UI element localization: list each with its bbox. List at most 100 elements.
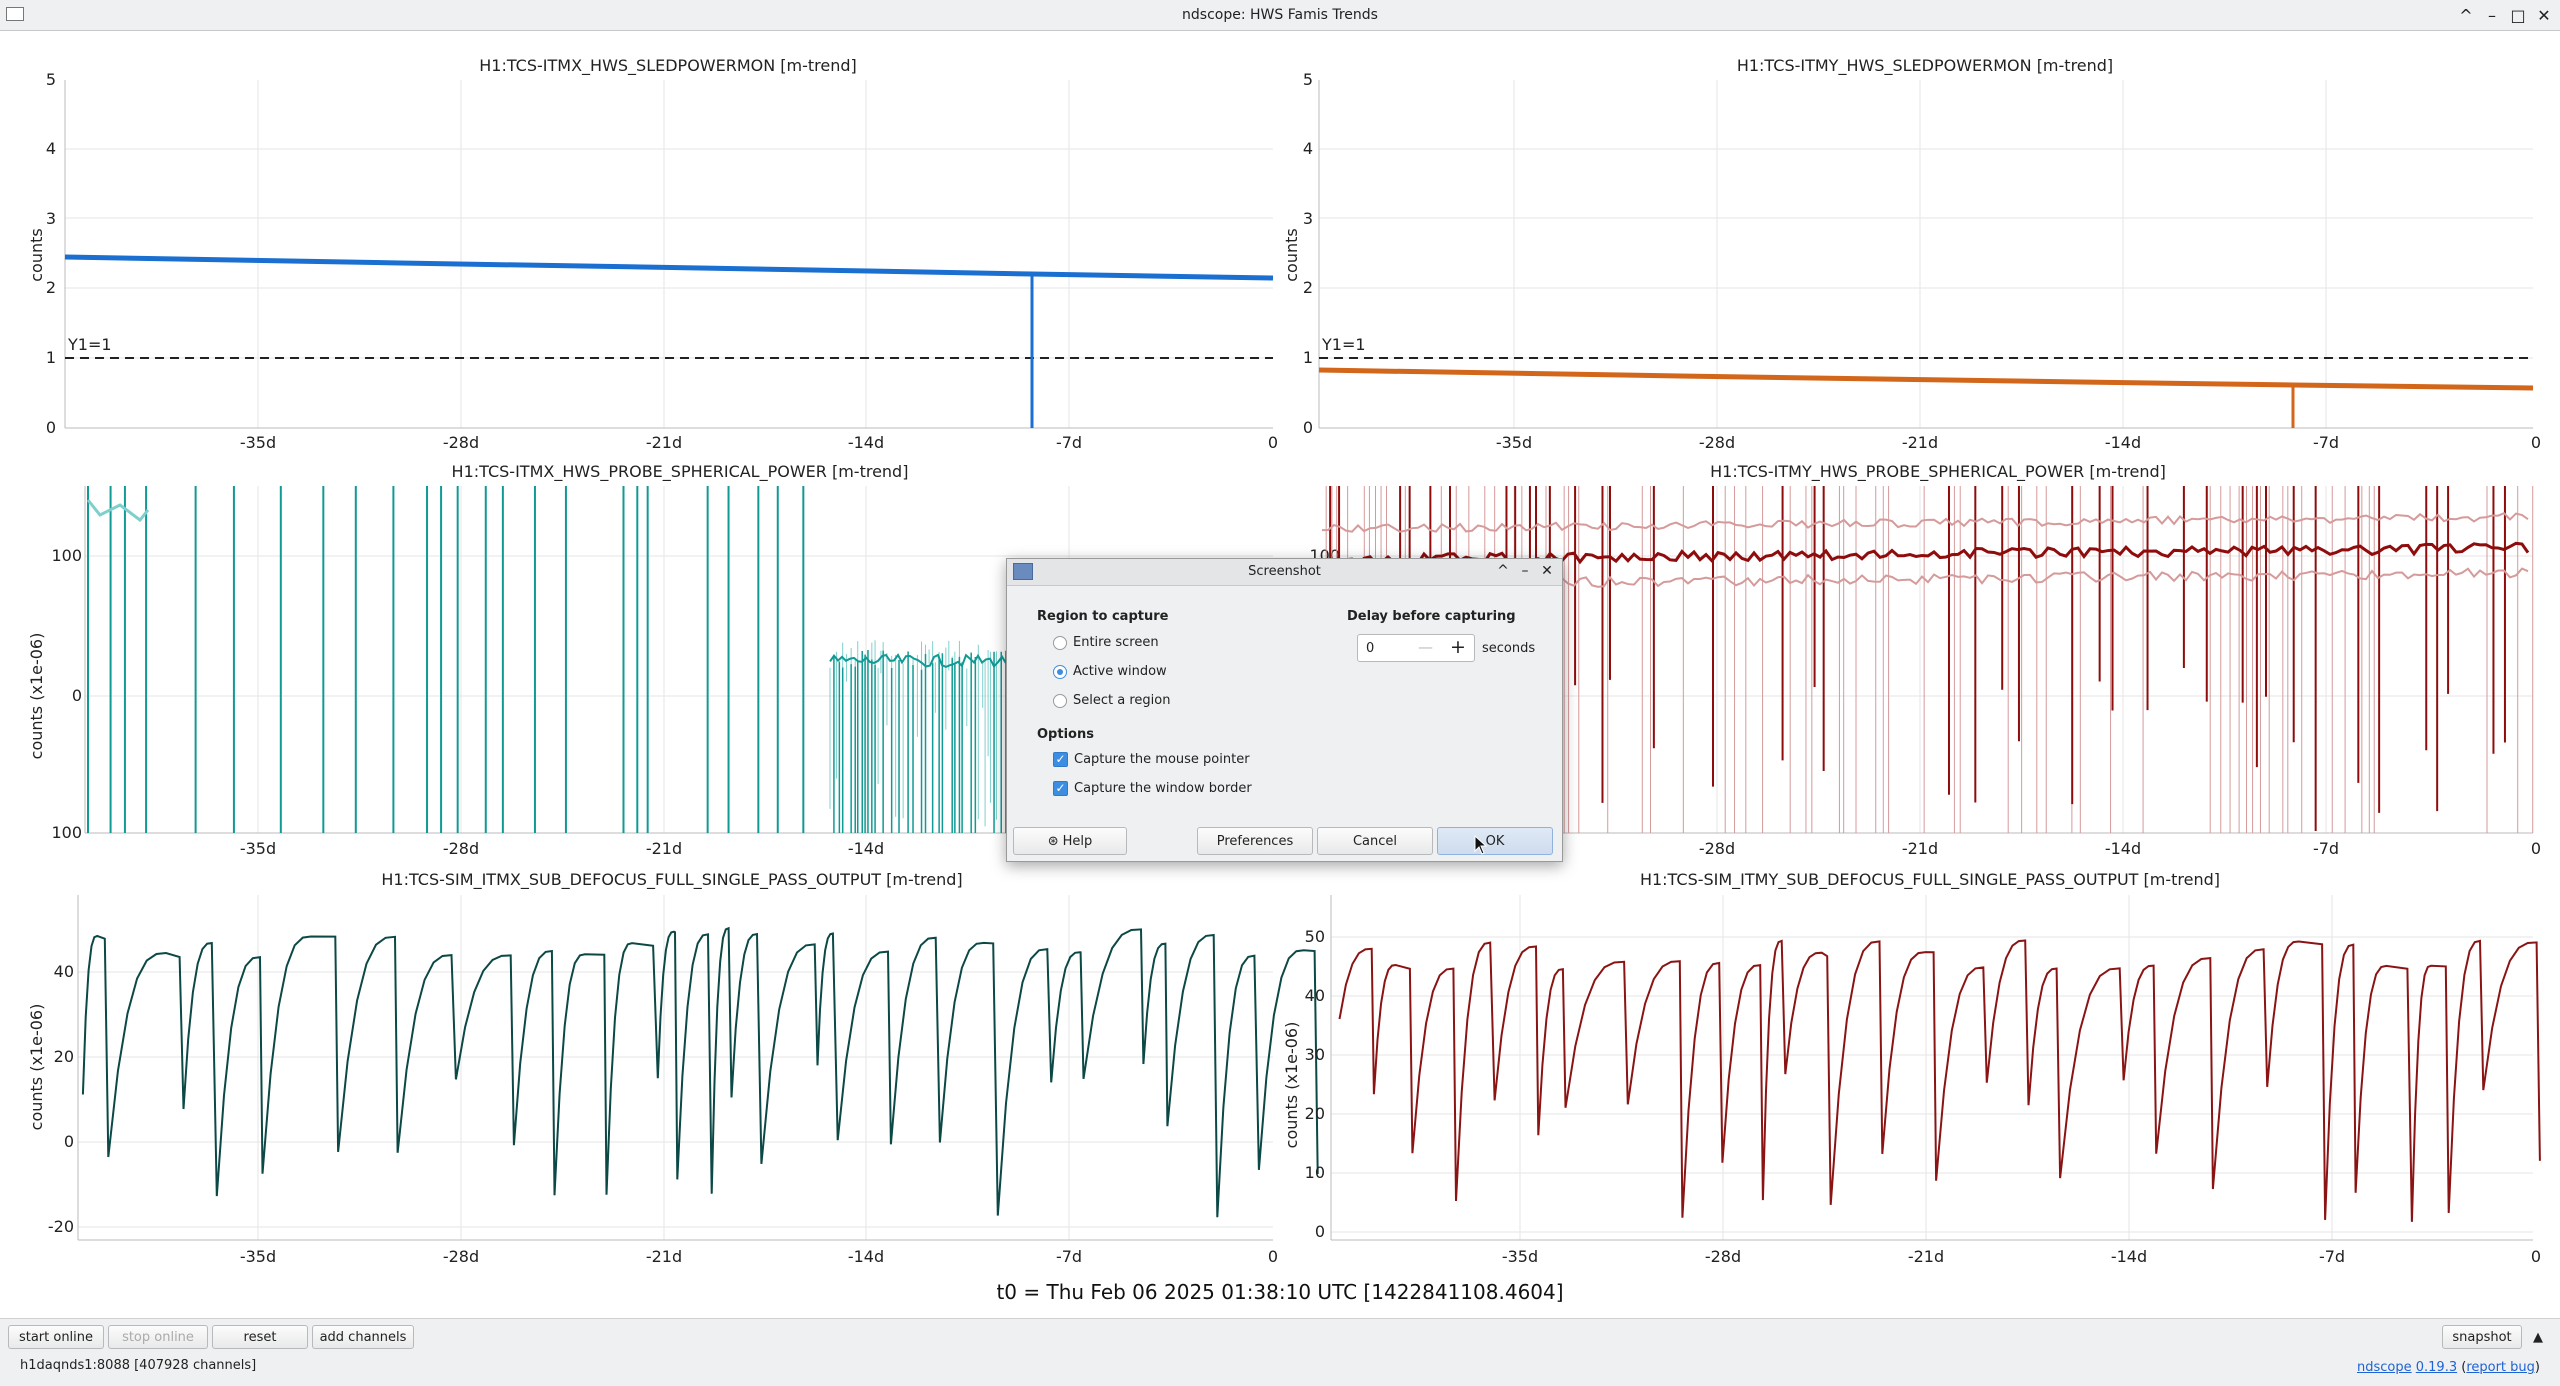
help-button[interactable]: ⊛ Help <box>1013 827 1127 855</box>
y-tick: 0 <box>1303 418 1313 437</box>
options-heading: Options <box>1037 727 1094 742</box>
y-tick: 100 <box>51 546 82 565</box>
expand-toggle-icon[interactable]: ▲ <box>2533 1329 2543 1345</box>
plot-itmx-spherical-power[interactable]: H1:TCS-ITMX_HWS_PROBE_SPHERICAL_POWER [m… <box>0 460 1280 870</box>
series-line <box>81 926 1319 1218</box>
x-tick: -21d <box>646 1247 682 1266</box>
window-title: ndscope: HWS Famis Trends <box>1182 7 1378 23</box>
plot-itmy-defocus-output[interactable]: H1:TCS-SIM_ITMY_SUB_DEFOCUS_FULL_SINGLE_… <box>1280 870 2560 1275</box>
checkbox-mouse-pointer[interactable]: ✓ Capture the mouse pointer <box>1053 752 1250 767</box>
radio-icon[interactable] <box>1053 635 1067 650</box>
checkbox-label: Capture the mouse pointer <box>1074 752 1250 767</box>
x-tick: -35d <box>240 839 276 858</box>
x-tick: -14d <box>2111 1247 2147 1266</box>
x-tick: -14d <box>2105 433 2141 452</box>
y-tick: 5 <box>46 70 56 89</box>
x-tick: -14d <box>2105 839 2141 858</box>
radio-selected-icon[interactable] <box>1053 664 1067 679</box>
plot-itmx-sledpower[interactable]: H1:TCS-ITMX_HWS_SLEDPOWERMON [m-trend] 0… <box>0 50 1280 460</box>
dialog-keep-above-icon[interactable]: ^ <box>1497 563 1509 579</box>
keep-above-button[interactable]: ^ <box>2459 5 2473 25</box>
checkbox-window-border[interactable]: ✓ Capture the window border <box>1053 781 1252 796</box>
x-tick: -28d <box>443 433 479 452</box>
plot-title: H1:TCS-ITMX_HWS_SLEDPOWERMON [m-trend] <box>479 56 857 76</box>
radio-label: Entire screen <box>1073 635 1159 650</box>
y-tick: 20 <box>54 1047 74 1066</box>
x-tick: -7d <box>2319 1247 2345 1266</box>
delay-spinbox[interactable]: 0 — + <box>1357 634 1475 662</box>
plot-title: H1:TCS-ITMY_HWS_PROBE_SPHERICAL_POWER [m… <box>1710 462 2166 482</box>
report-bug-link[interactable]: report bug <box>2466 1360 2535 1375</box>
radio-label: Select a region <box>1073 693 1171 708</box>
reset-button[interactable]: reset <box>212 1325 308 1349</box>
y-axis-label: counts <box>27 228 46 281</box>
radio-entire-screen[interactable]: Entire screen <box>1053 635 1159 650</box>
y-tick: 10 <box>1305 1163 1325 1182</box>
screenshot-dialog: Screenshot ^ – ✕ Region to capture Entir… <box>1006 558 1563 862</box>
radio-icon[interactable] <box>1053 693 1067 708</box>
status-bar: h1daqnds1:8088 [407928 channels] ndscope… <box>0 1352 2560 1386</box>
x-tick: -28d <box>443 1247 479 1266</box>
plot-title: H1:TCS-ITMY_HWS_SLEDPOWERMON [m-trend] <box>1737 56 2113 76</box>
threshold-annotation: Y1=1 <box>1321 335 1366 354</box>
stop-online-button[interactable]: stop online <box>108 1325 208 1349</box>
y-tick: 0 <box>46 418 56 437</box>
cancel-button[interactable]: Cancel <box>1317 827 1433 855</box>
y-tick: 4 <box>46 139 56 158</box>
y-tick: 3 <box>1303 209 1313 228</box>
window-titlebar: ndscope: HWS Famis Trends ^ – □ ✕ <box>0 0 2560 31</box>
checkbox-checked-icon[interactable]: ✓ <box>1053 781 1068 796</box>
x-tick: -35d <box>1496 433 1532 452</box>
y-tick: 0 <box>1315 1222 1325 1241</box>
dialog-close-icon[interactable]: ✕ <box>1541 563 1553 579</box>
x-tick: -21d <box>646 433 682 452</box>
series-line <box>64 254 1274 281</box>
version-link[interactable]: 0.19.3 <box>2415 1360 2458 1375</box>
add-channels-button[interactable]: add channels <box>312 1325 414 1349</box>
delay-value[interactable]: 0 <box>1366 641 1375 656</box>
checkbox-checked-icon[interactable]: ✓ <box>1053 752 1068 767</box>
x-tick: -14d <box>848 839 884 858</box>
region-heading: Region to capture <box>1037 609 1169 624</box>
plot-itmy-sledpower[interactable]: H1:TCS-ITMY_HWS_SLEDPOWERMON [m-trend] 0… <box>1280 50 2560 460</box>
y-tick: 4 <box>1303 139 1313 158</box>
y-tick: 20 <box>1305 1104 1325 1123</box>
maximize-button[interactable]: □ <box>2510 5 2526 25</box>
start-online-button[interactable]: start online <box>8 1325 104 1349</box>
mouse-pointer-icon <box>1474 835 1488 855</box>
y-tick: 40 <box>54 962 74 981</box>
x-tick: 0 <box>2531 839 2541 858</box>
plot-title: H1:TCS-SIM_ITMY_SUB_DEFOCUS_FULL_SINGLE_… <box>1640 870 2220 890</box>
x-tick: -21d <box>1908 1247 1944 1266</box>
minus-icon[interactable]: — <box>1418 638 1433 656</box>
plot-title: H1:TCS-ITMX_HWS_PROBE_SPHERICAL_POWER [m… <box>452 462 909 482</box>
dialog-minimize-icon[interactable]: – <box>1521 563 1529 579</box>
y-tick: 0 <box>72 686 82 705</box>
plot-itmx-defocus-output[interactable]: H1:TCS-SIM_ITMX_SUB_DEFOCUS_FULL_SINGLE_… <box>0 870 1319 1275</box>
x-tick: -28d <box>443 839 479 858</box>
radio-active-window[interactable]: Active window <box>1053 664 1167 679</box>
plot-title: H1:TCS-SIM_ITMX_SUB_DEFOCUS_FULL_SINGLE_… <box>381 870 962 890</box>
y-tick: 3 <box>46 209 56 228</box>
y-tick: -20 <box>48 1217 74 1236</box>
y-tick: 2 <box>46 278 56 297</box>
delay-heading: Delay before capturing <box>1347 609 1516 624</box>
ok-button[interactable]: OK <box>1437 827 1553 855</box>
snapshot-button[interactable]: snapshot <box>2442 1325 2522 1349</box>
y-tick: 1 <box>46 348 56 367</box>
radio-select-region[interactable]: Select a region <box>1053 693 1170 708</box>
y-tick: 0 <box>64 1132 74 1151</box>
threshold-annotation: Y1=1 <box>67 335 112 354</box>
x-tick: -28d <box>1699 839 1735 858</box>
close-button[interactable]: ✕ <box>2537 5 2551 25</box>
y-axis-label: counts <box>1282 228 1301 281</box>
minimize-button[interactable]: – <box>2488 5 2496 25</box>
plus-icon[interactable]: + <box>1450 636 1466 658</box>
server-status: h1daqnds1:8088 [407928 channels] <box>20 1358 257 1373</box>
ndscope-link[interactable]: ndscope <box>2356 1360 2412 1375</box>
preferences-button[interactable]: Preferences <box>1197 827 1313 855</box>
x-tick: -21d <box>1902 839 1938 858</box>
y-axis-label: counts (x1e-06) <box>1282 1022 1301 1149</box>
y-tick: 50 <box>1305 927 1325 946</box>
y-tick: 40 <box>1305 986 1325 1005</box>
